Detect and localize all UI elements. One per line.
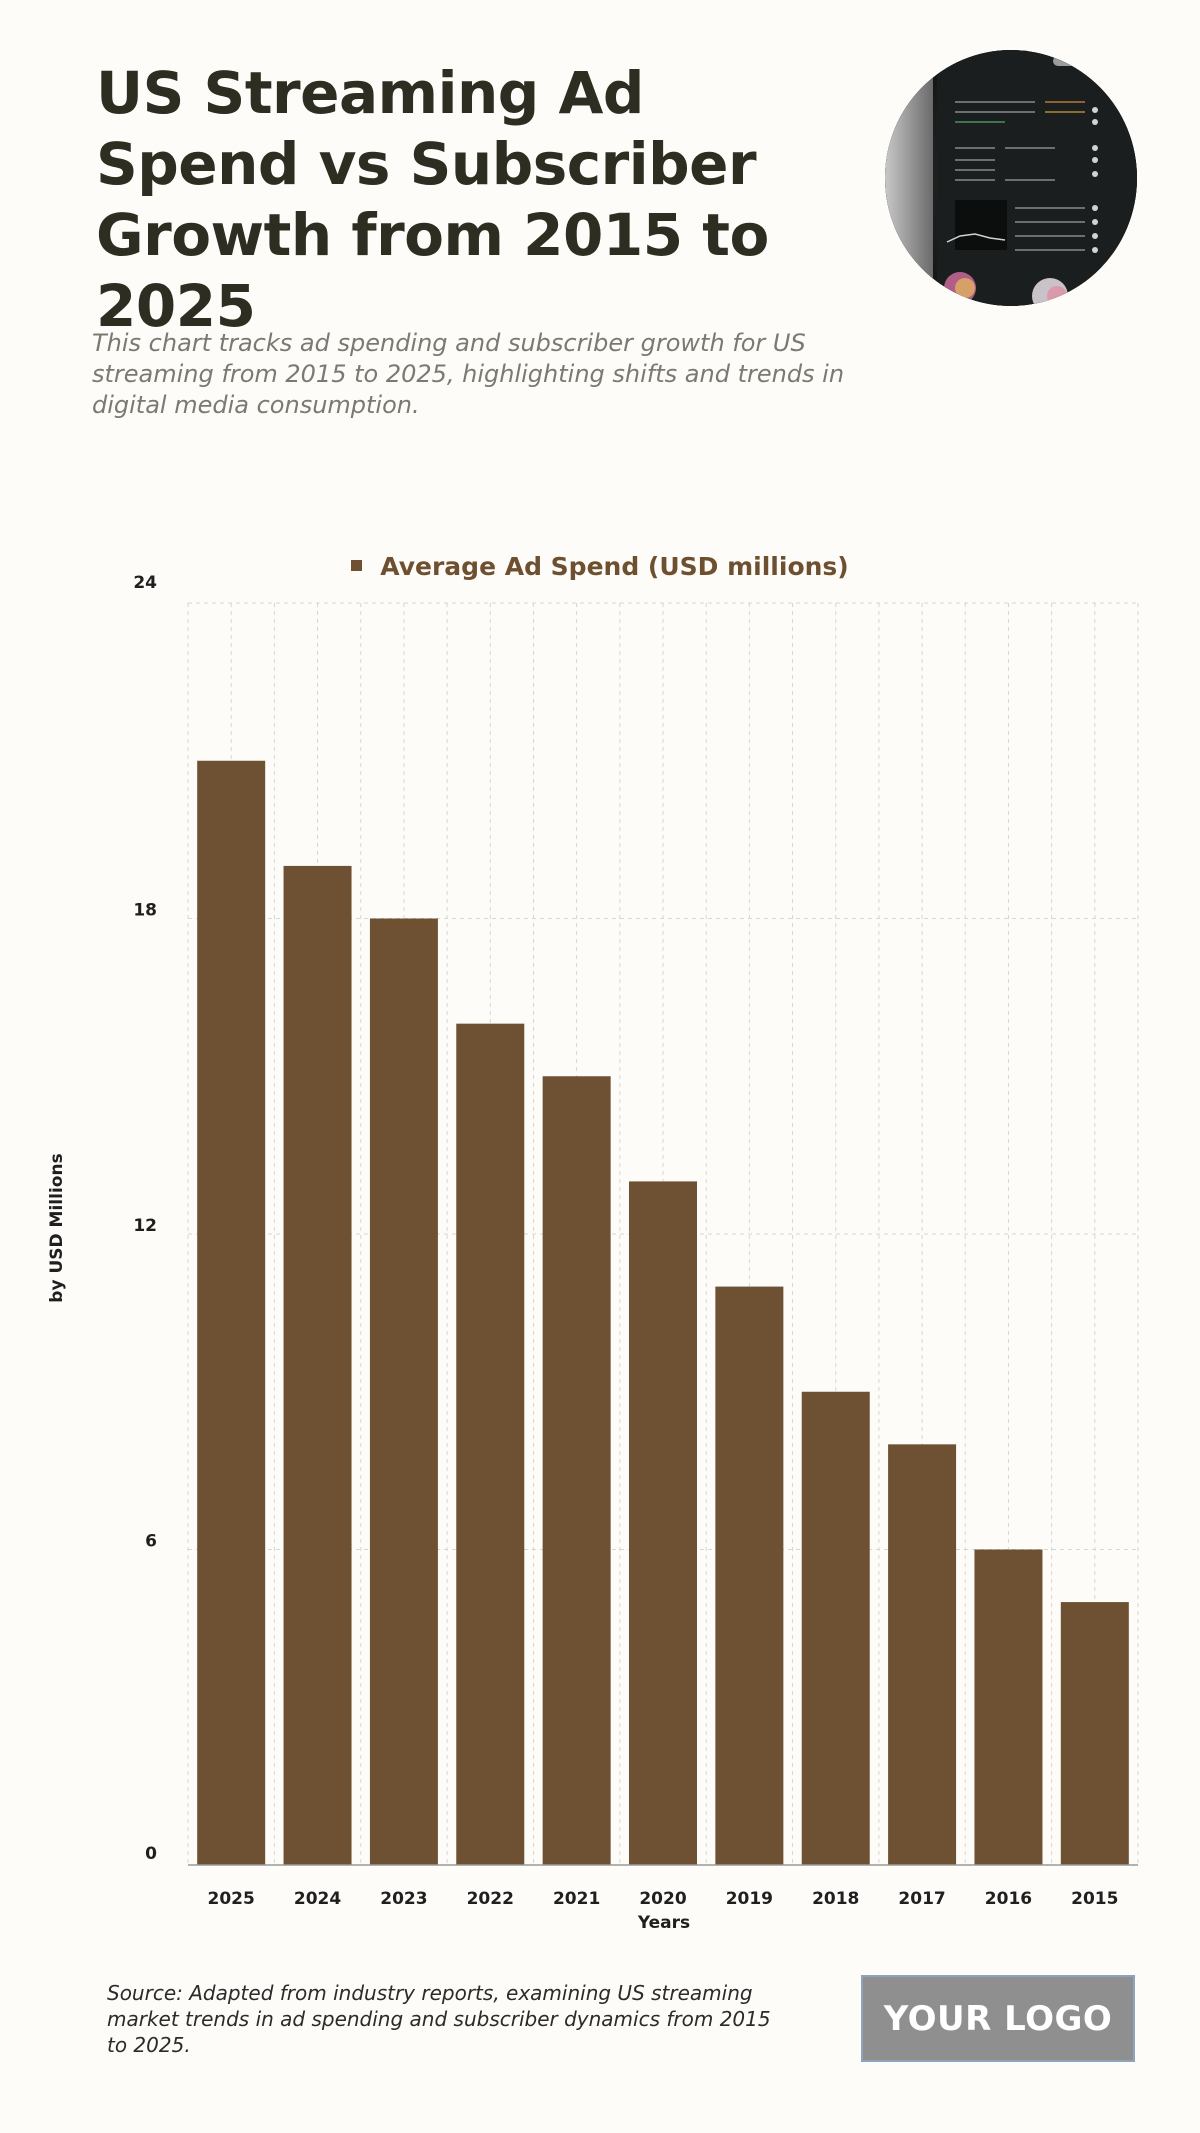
- bar: [974, 1549, 1043, 1865]
- photo-illustration-icon: [885, 50, 1137, 306]
- bar: [629, 1181, 697, 1865]
- x-tick-label: 2018: [812, 1889, 859, 1909]
- x-axis-title: Years: [637, 1913, 690, 1933]
- y-axis-title: by USD Millions: [47, 1153, 67, 1302]
- y-tick-label: 6: [145, 1532, 157, 1552]
- x-tick-label: 2019: [726, 1889, 773, 1909]
- source-note: Source: Adapted from industry reports, e…: [107, 1981, 771, 2057]
- x-tick-label: 2015: [1071, 1889, 1118, 1909]
- x-tick-label: 2022: [467, 1889, 514, 1909]
- page-title: US Streaming Ad Spend vs Subscriber Grow…: [96, 59, 769, 340]
- bar: [801, 1391, 870, 1865]
- chart-legend: Average Ad Spend (USD millions): [0, 552, 1200, 581]
- y-tick-label: 12: [133, 1216, 157, 1236]
- x-tick-label: 2024: [294, 1889, 341, 1909]
- x-tick-label: 2020: [639, 1889, 686, 1909]
- bar: [542, 1076, 611, 1865]
- x-tick-label: 2025: [208, 1889, 255, 1909]
- bar: [456, 1023, 525, 1865]
- y-tick-label: 0: [145, 1844, 157, 1864]
- bar-chart: 0 6 12 18 24 2025 2024 2023 2022 2021 2020 2019 2018…: [47, 573, 1139, 1933]
- x-tick-label: 2021: [553, 1889, 600, 1909]
- y-tick-label: 18: [133, 901, 157, 921]
- bar: [197, 760, 266, 1865]
- x-tick-label: 2016: [985, 1889, 1032, 1909]
- y-tick-label: 24: [133, 573, 157, 593]
- x-tick-label: 2017: [898, 1889, 945, 1909]
- bar: [715, 1286, 784, 1865]
- header-photo: [885, 50, 1137, 306]
- bar: [283, 865, 352, 1865]
- logo-placeholder: YOUR LOGO: [861, 1975, 1135, 2062]
- page-subtitle: This chart tracks ad spending and subscr…: [92, 329, 845, 419]
- bar: [888, 1444, 957, 1865]
- bar: [369, 918, 438, 1865]
- legend-swatch: [351, 559, 363, 571]
- x-tick-label: 2023: [380, 1889, 427, 1909]
- legend-label: Average Ad Spend (USD millions): [380, 552, 849, 581]
- bar: [1060, 1602, 1129, 1865]
